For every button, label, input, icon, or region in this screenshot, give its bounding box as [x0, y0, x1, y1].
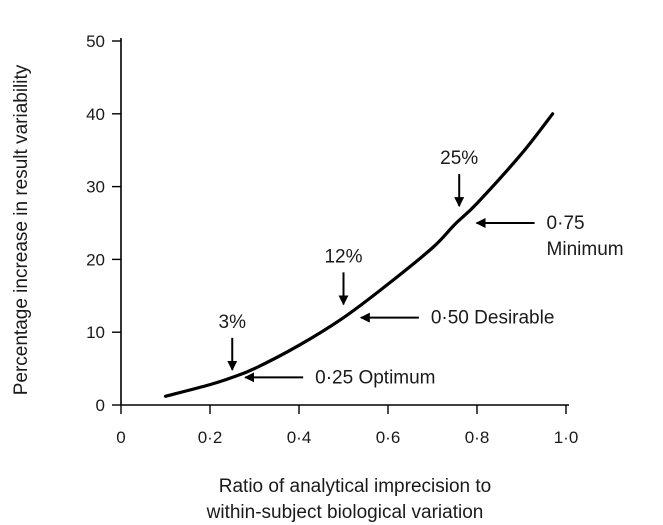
y-tick-label: 40 — [86, 105, 105, 124]
y-tick-label: 10 — [86, 323, 105, 342]
x-axis-title-line-2: within-subject biological variation — [206, 502, 484, 523]
series-layer — [163, 112, 555, 398]
y-axis-title: Percentage increase in result variabilit… — [11, 64, 32, 395]
annotation-label-pct3: 3% — [219, 312, 247, 333]
series-line-0 — [163, 112, 555, 398]
y-tick-label: 20 — [86, 250, 105, 269]
x-tick-label: 0·2 — [198, 428, 223, 447]
annotation-layer: 3% 12% 25% 0·25 Optimum 0·50 Desirable 0·75 Mi… — [219, 148, 624, 388]
y-tick-label: 0 — [96, 396, 105, 415]
annotation-label-pct25: 25% — [440, 148, 478, 169]
x-tick-label: 1·0 — [554, 428, 579, 447]
y-tick-label: 50 — [86, 32, 105, 51]
y-axis-ticks: 0 10 20 30 40 50 — [86, 32, 121, 415]
x-tick-label: 0·4 — [287, 428, 312, 447]
x-axis-title-line-1: Ratio of analytical imprecision to — [219, 476, 491, 497]
annotation-label-min-1: Minimum — [547, 239, 624, 260]
annotation-label-pct12: 12% — [324, 246, 362, 267]
x-tick-label: 0·6 — [376, 428, 401, 447]
annotation-label-opt-0: 0·25 Optimum — [315, 367, 435, 388]
annotation-label-des-0: 0·50 Desirable — [431, 308, 555, 329]
x-axis-ticks: 0 0·2 0·4 0·6 0·8 1·0 — [116, 405, 578, 447]
y-tick-label: 30 — [86, 178, 105, 197]
axes — [120, 38, 569, 406]
annotation-label-min-0: 0·75 — [547, 213, 585, 234]
x-tick-label: 0 — [116, 428, 125, 447]
x-tick-label: 0·8 — [465, 428, 490, 447]
